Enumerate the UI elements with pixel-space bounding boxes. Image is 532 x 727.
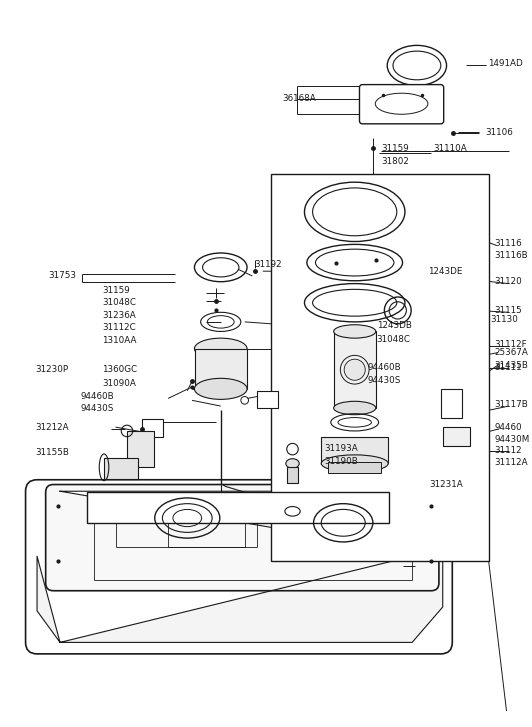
Text: 1491AD: 1491AD xyxy=(488,59,522,68)
Text: 31193A: 31193A xyxy=(324,443,358,453)
Text: 31231A: 31231A xyxy=(429,480,463,489)
Text: 31212A: 31212A xyxy=(35,422,69,432)
Ellipse shape xyxy=(194,378,247,399)
Text: 31117B: 31117B xyxy=(494,400,528,409)
Polygon shape xyxy=(37,556,443,643)
Text: 94430M: 94430M xyxy=(494,435,530,444)
Text: 31112: 31112 xyxy=(494,446,522,454)
Polygon shape xyxy=(60,491,468,552)
Text: 31130: 31130 xyxy=(491,316,519,324)
Text: 31159: 31159 xyxy=(381,144,409,153)
Text: 31112A: 31112A xyxy=(494,458,528,467)
Text: 94460B: 94460B xyxy=(80,392,114,401)
Text: 31120: 31120 xyxy=(494,277,522,286)
Text: 31190B: 31190B xyxy=(324,457,358,466)
Bar xyxy=(443,427,470,446)
Text: 31048C: 31048C xyxy=(102,298,136,308)
Bar xyxy=(127,431,154,467)
Ellipse shape xyxy=(334,401,376,414)
Text: 36168A: 36168A xyxy=(282,95,315,103)
Text: 31106: 31106 xyxy=(485,128,512,137)
Text: 31112F: 31112F xyxy=(494,340,527,350)
Bar xyxy=(334,332,376,408)
Text: 31048C: 31048C xyxy=(377,334,411,344)
Text: 31116: 31116 xyxy=(494,239,522,248)
Text: 31116B: 31116B xyxy=(494,252,528,260)
Text: 31111: 31111 xyxy=(494,364,522,372)
Ellipse shape xyxy=(321,455,388,472)
Text: 1243DB: 1243DB xyxy=(377,321,412,330)
Bar xyxy=(321,437,388,464)
FancyBboxPatch shape xyxy=(360,84,444,124)
FancyBboxPatch shape xyxy=(26,480,452,654)
Text: 25367A: 25367A xyxy=(494,348,528,357)
Text: 94460: 94460 xyxy=(494,422,522,432)
Bar xyxy=(142,419,163,437)
Text: 31802: 31802 xyxy=(381,156,409,166)
Text: 31435B: 31435B xyxy=(494,361,528,370)
Bar xyxy=(328,462,381,473)
Ellipse shape xyxy=(286,459,299,468)
Text: 31090A: 31090A xyxy=(102,379,136,387)
Text: 31112C: 31112C xyxy=(102,323,136,332)
Bar xyxy=(87,492,389,523)
Text: 31159: 31159 xyxy=(102,286,130,295)
Ellipse shape xyxy=(334,325,376,338)
Text: 94430S: 94430S xyxy=(367,376,401,385)
FancyBboxPatch shape xyxy=(46,484,439,591)
Text: 94460B: 94460B xyxy=(367,364,401,372)
Bar xyxy=(104,458,137,479)
Text: 31236A: 31236A xyxy=(102,310,136,320)
Bar xyxy=(195,349,247,389)
Text: 31753: 31753 xyxy=(48,271,77,281)
Text: 31155B: 31155B xyxy=(35,448,69,457)
Bar xyxy=(257,391,278,408)
Text: 31115: 31115 xyxy=(494,306,522,315)
Bar xyxy=(441,389,462,417)
Bar xyxy=(287,467,298,483)
Text: 31230P: 31230P xyxy=(35,365,68,374)
Text: 1243DE: 1243DE xyxy=(428,267,463,276)
Text: 1310AA: 1310AA xyxy=(102,336,137,345)
Text: 94430S: 94430S xyxy=(80,404,113,414)
Text: 31110A: 31110A xyxy=(433,144,467,153)
Ellipse shape xyxy=(344,359,365,380)
Bar xyxy=(270,174,489,561)
Text: 1360GC: 1360GC xyxy=(102,365,137,374)
Ellipse shape xyxy=(194,338,247,359)
Text: 31192: 31192 xyxy=(254,260,282,269)
